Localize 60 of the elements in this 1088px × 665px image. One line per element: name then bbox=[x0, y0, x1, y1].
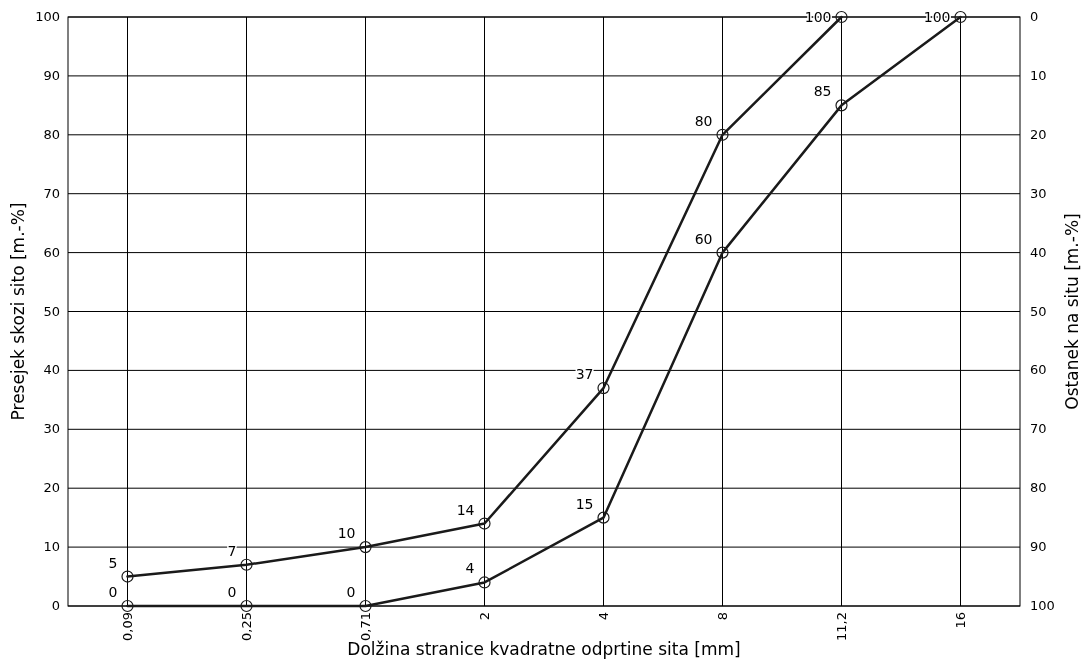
x-tick-label: 0,09 bbox=[119, 612, 135, 641]
y2-tick-label: 10 bbox=[1030, 67, 1047, 83]
x-tick-label: 11,2 bbox=[833, 612, 849, 641]
y-tick-label: 30 bbox=[43, 421, 60, 437]
point bbox=[597, 511, 610, 524]
point bbox=[716, 128, 729, 141]
point bbox=[835, 10, 848, 24]
data-label: 15 bbox=[575, 495, 594, 512]
data-label: 85 bbox=[813, 83, 832, 100]
point bbox=[954, 10, 967, 24]
y2-tick-label: 80 bbox=[1030, 480, 1047, 496]
x-tick-label: 0,71 bbox=[357, 612, 373, 641]
y2-tick-label: 40 bbox=[1030, 244, 1047, 260]
x-tick-label: 8 bbox=[714, 612, 730, 621]
y-tick-label: 70 bbox=[43, 185, 60, 201]
point bbox=[359, 599, 372, 613]
y-tick-label: 10 bbox=[43, 539, 60, 555]
y-tick-label: 60 bbox=[43, 244, 60, 260]
data-label: 10 bbox=[337, 525, 356, 542]
point bbox=[716, 246, 729, 259]
data-label: 0 bbox=[346, 584, 356, 600]
point bbox=[835, 99, 848, 112]
y-tick-label: 0 bbox=[51, 598, 60, 613]
x-axis-title: Dolžina stranice kvadratne odprtine sita [mm] bbox=[347, 639, 741, 659]
data-label: 14 bbox=[456, 501, 475, 518]
y2-tick-label: 0 bbox=[1030, 9, 1039, 24]
x-tick-label: 16 bbox=[952, 612, 968, 629]
y-tick-label: 20 bbox=[43, 480, 60, 496]
y2-tick-label: 50 bbox=[1030, 303, 1047, 319]
y2-tick-label: 70 bbox=[1030, 421, 1047, 437]
point bbox=[240, 599, 253, 613]
y-tick-label: 90 bbox=[43, 67, 60, 83]
x-tick-label: 2 bbox=[476, 612, 492, 621]
point bbox=[478, 576, 491, 589]
point bbox=[121, 570, 134, 583]
y-tick-label: 80 bbox=[43, 126, 60, 142]
data-label: 0 bbox=[108, 584, 118, 600]
point bbox=[121, 599, 134, 613]
y-axis-title: Presejek skozi sito [m.-%] bbox=[8, 202, 28, 421]
data-label: 5 bbox=[108, 554, 118, 571]
y2-tick-label: 20 bbox=[1030, 126, 1047, 142]
y2-tick-label: 100 bbox=[1030, 598, 1055, 613]
data-label: 0 bbox=[227, 584, 237, 600]
data-label: 80 bbox=[694, 112, 713, 129]
x-tick-label: 0,25 bbox=[238, 612, 254, 641]
point bbox=[240, 558, 253, 571]
data-label: 37 bbox=[575, 366, 594, 383]
data-label: 60 bbox=[694, 230, 713, 247]
y2-tick-label: 30 bbox=[1030, 185, 1047, 201]
point bbox=[597, 381, 610, 395]
y-tick-label: 50 bbox=[43, 303, 60, 319]
data-label: 4 bbox=[465, 560, 475, 577]
y2-axis-title: Ostanek na situ [m.-%] bbox=[1062, 213, 1082, 410]
y-tick-label: 100 bbox=[35, 9, 60, 24]
point bbox=[478, 517, 491, 530]
x-tick-label: 4 bbox=[595, 612, 611, 621]
y-tick-label: 40 bbox=[43, 362, 60, 378]
point bbox=[359, 541, 372, 554]
y2-tick-label: 90 bbox=[1030, 539, 1047, 555]
y2-tick-label: 60 bbox=[1030, 362, 1047, 378]
